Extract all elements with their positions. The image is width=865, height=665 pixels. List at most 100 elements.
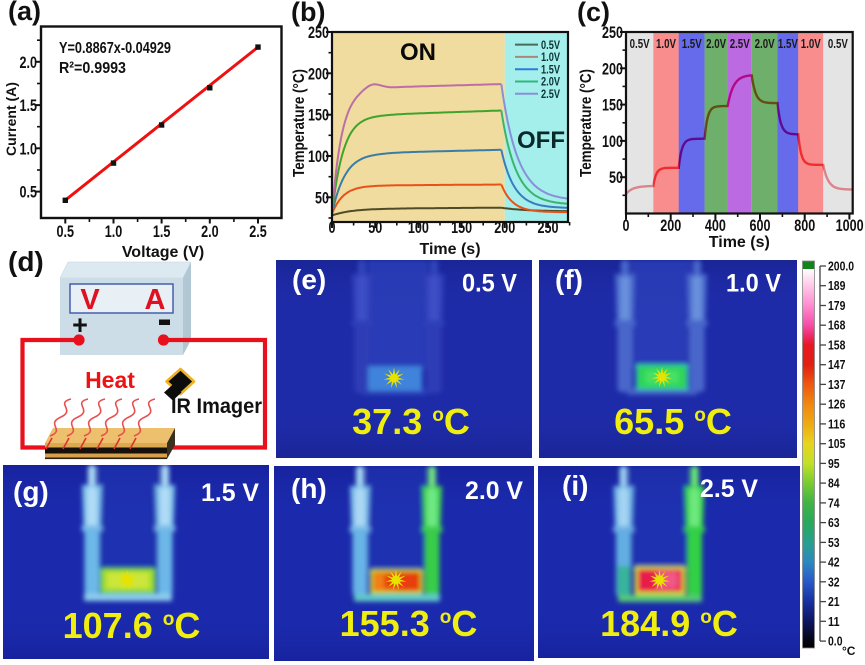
svg-text:1.5V: 1.5V [682, 37, 702, 51]
svg-text:2.0V: 2.0V [755, 37, 775, 51]
svg-text:179: 179 [828, 299, 845, 313]
svg-text:32: 32 [828, 575, 840, 589]
svg-text:(h): (h) [291, 473, 327, 504]
svg-text:0.5: 0.5 [57, 223, 75, 241]
svg-text:1.5: 1.5 [20, 97, 38, 115]
svg-text:53: 53 [828, 536, 840, 550]
svg-text:R²=0.9993: R²=0.9993 [59, 60, 126, 77]
svg-text:0: 0 [329, 219, 336, 237]
svg-text:IR Imager: IR Imager [171, 395, 262, 418]
svg-text:37.3 oC: 37.3 oC [352, 401, 470, 442]
svg-text:150: 150 [602, 97, 623, 115]
svg-text:65.5 oC: 65.5 oC [614, 401, 732, 442]
svg-text:189: 189 [828, 279, 845, 293]
svg-text:1.0V: 1.0V [801, 37, 821, 51]
svg-text:74: 74 [828, 496, 840, 510]
svg-text:137: 137 [828, 378, 845, 392]
svg-text:2.0 V: 2.0 V [465, 477, 523, 505]
svg-text:150: 150 [308, 107, 329, 125]
svg-text:63: 63 [828, 516, 840, 530]
svg-text:(c): (c) [577, 0, 610, 27]
svg-text:1.0V: 1.0V [656, 37, 676, 51]
svg-text:126: 126 [828, 398, 845, 412]
svg-text:100: 100 [408, 219, 429, 237]
svg-text:1.5V: 1.5V [541, 64, 560, 76]
svg-text:Current (A): Current (A) [3, 82, 19, 156]
svg-text:Y=0.8867x-0.04929: Y=0.8867x-0.04929 [59, 40, 171, 57]
svg-text:0.5V: 0.5V [630, 37, 650, 51]
svg-text:0.5 V: 0.5 V [462, 270, 517, 298]
svg-text:Heat: Heat [85, 367, 135, 393]
svg-text:1.0 V: 1.0 V [726, 270, 781, 298]
svg-text:1.0: 1.0 [20, 140, 38, 158]
svg-text:°C: °C [842, 644, 856, 658]
svg-text:Voltage (V): Voltage (V) [122, 244, 204, 261]
svg-text:A: A [145, 284, 166, 316]
svg-text:150: 150 [451, 219, 472, 237]
svg-text:0: 0 [623, 217, 630, 235]
svg-text:200: 200 [660, 217, 681, 235]
svg-text:107.6 oC: 107.6 oC [63, 605, 201, 646]
svg-text:2.0V: 2.0V [541, 77, 560, 89]
svg-text:158: 158 [828, 339, 845, 353]
svg-text:2.0V: 2.0V [706, 37, 726, 51]
svg-text:105: 105 [828, 437, 845, 451]
svg-text:2.5V: 2.5V [541, 89, 560, 101]
svg-text:147: 147 [828, 358, 845, 372]
svg-text:(b): (b) [291, 0, 325, 27]
svg-text:168: 168 [828, 319, 845, 333]
svg-text:95: 95 [828, 457, 840, 471]
svg-text:2.5 V: 2.5 V [700, 475, 758, 503]
svg-text:(e): (e) [292, 264, 326, 295]
svg-text:50: 50 [609, 169, 623, 187]
svg-text:OFF: OFF [517, 127, 565, 154]
svg-text:0.0: 0.0 [828, 635, 843, 649]
svg-text:1.5: 1.5 [153, 223, 171, 241]
svg-text:155.3 oC: 155.3 oC [340, 603, 478, 644]
svg-text:Temperature (°C): Temperature (°C) [291, 69, 308, 177]
svg-text:100: 100 [308, 148, 329, 166]
svg-text:2.0: 2.0 [20, 54, 38, 72]
svg-text:250: 250 [538, 219, 559, 237]
svg-text:+: + [72, 310, 88, 340]
svg-text:0.5V: 0.5V [828, 37, 848, 51]
svg-text:250: 250 [602, 24, 623, 42]
svg-text:200: 200 [602, 60, 623, 78]
svg-text:250: 250 [308, 24, 329, 42]
svg-text:84: 84 [828, 477, 840, 491]
svg-text:42: 42 [828, 556, 840, 570]
svg-text:(i): (i) [562, 470, 588, 501]
svg-text:2.5: 2.5 [249, 223, 267, 241]
svg-text:11: 11 [828, 615, 840, 629]
svg-text:600: 600 [750, 217, 771, 235]
svg-text:Temperature (°C): Temperature (°C) [578, 69, 595, 177]
svg-text:184.9 oC: 184.9 oC [600, 603, 738, 644]
svg-text:116: 116 [828, 417, 845, 431]
svg-text:V: V [80, 284, 100, 316]
svg-text:0.5V: 0.5V [541, 40, 560, 52]
svg-text:Time (s): Time (s) [419, 241, 480, 258]
svg-text:ON: ON [400, 39, 436, 66]
svg-text:200.0: 200.0 [828, 260, 854, 274]
svg-text:(g): (g) [13, 476, 49, 507]
svg-text:50: 50 [315, 189, 329, 207]
svg-text:(a): (a) [8, 0, 41, 26]
svg-text:0.5: 0.5 [20, 184, 38, 202]
svg-text:100: 100 [602, 133, 623, 151]
svg-text:200: 200 [494, 219, 515, 237]
svg-text:50: 50 [368, 219, 382, 237]
svg-text:800: 800 [794, 217, 815, 235]
svg-text:2.0: 2.0 [201, 223, 219, 241]
svg-text:1.0V: 1.0V [541, 52, 560, 64]
svg-text:1.5V: 1.5V [778, 37, 798, 51]
svg-text:400: 400 [705, 217, 726, 235]
svg-text:2.5V: 2.5V [730, 37, 750, 51]
svg-text:200: 200 [308, 65, 329, 83]
svg-text:1000: 1000 [836, 217, 864, 235]
svg-text:(f): (f) [555, 264, 583, 295]
svg-text:1.0: 1.0 [105, 223, 123, 241]
svg-text:21: 21 [828, 595, 840, 609]
svg-text:Time (s): Time (s) [709, 234, 770, 251]
svg-text:(d): (d) [8, 246, 44, 277]
svg-text:1.5 V: 1.5 V [201, 479, 259, 507]
